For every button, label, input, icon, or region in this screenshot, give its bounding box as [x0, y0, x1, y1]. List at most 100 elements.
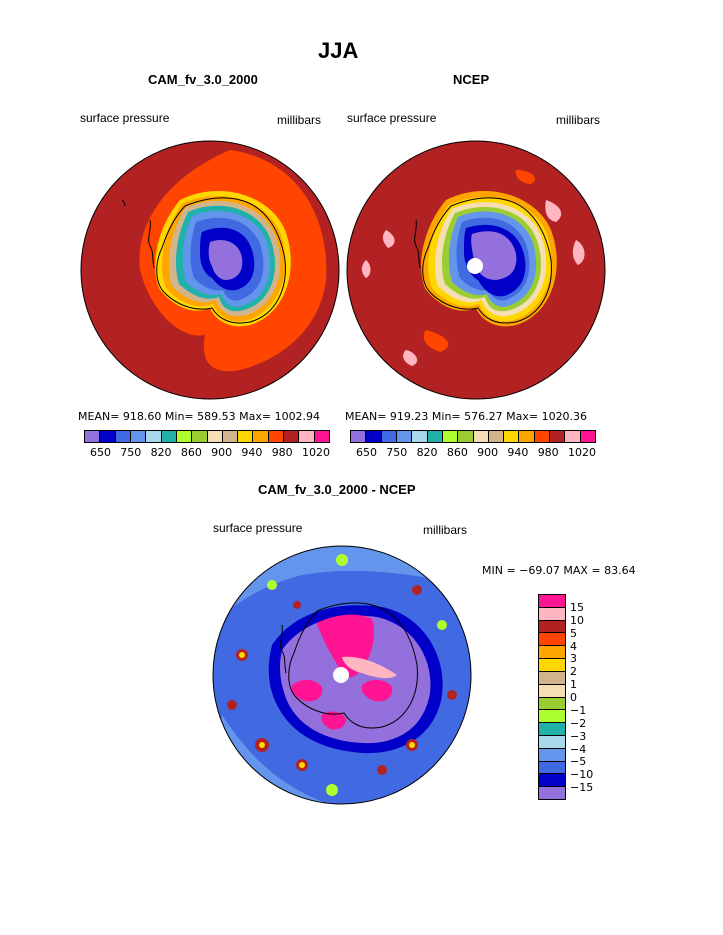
colorbar-diff	[538, 594, 566, 800]
colorbar-model-tick-label: 750	[120, 446, 142, 459]
colorbar-model-swatch	[85, 431, 101, 442]
colorbar-model-swatch	[253, 431, 269, 442]
colorbar-diff-swatch	[539, 774, 565, 788]
colorbar-model-swatch	[146, 431, 162, 442]
colorbar-model-tick-label: 1020	[301, 446, 330, 459]
colorbar-model-tick-label: 820	[150, 446, 172, 459]
variable-label-model: surface pressure	[80, 111, 170, 125]
colorbar-obs	[350, 430, 596, 443]
colorbar-obs-swatch	[534, 431, 551, 442]
colorbar-diff-tick-label: −5	[570, 755, 587, 769]
colorbar-diff-swatch	[539, 671, 565, 685]
colorbar-obs-swatch	[519, 431, 535, 442]
colorbar-model-swatch	[268, 431, 285, 442]
colorbar-obs-swatch	[565, 431, 581, 442]
colorbar-labels-diff: 15 10 5 4 3 2 1 0 −1 −2 −3 −4 −5 −10 −15	[570, 596, 620, 802]
colorbar-labels-model: 650 750 820 860 900 940 980 1020	[90, 446, 330, 459]
colorbar-obs-tick-label: 750	[386, 446, 408, 459]
colorbar-model-swatch	[161, 431, 177, 442]
units-label-model: millibars	[277, 113, 322, 127]
colorbar-diff-tick-label: 3	[570, 652, 577, 666]
colorbar-model-tick-label: 980	[271, 446, 293, 459]
polar-map-diff	[212, 545, 472, 805]
colorbar-model-tick-label: 900	[211, 446, 233, 459]
colorbar-diff-tick-label: 10	[570, 613, 584, 627]
colorbar-diff-swatch	[539, 710, 565, 724]
colorbar-diff-tick-label: 2	[570, 665, 577, 679]
colorbar-diff-swatch	[539, 659, 565, 672]
colorbar-diff-tick-label: 1	[570, 678, 577, 692]
colorbar-obs-tick-label: 650	[356, 446, 377, 459]
colorbar-model-swatch	[207, 431, 223, 442]
colorbar-diff-tick-label: −10	[570, 768, 594, 782]
colorbar-obs-swatch	[381, 431, 397, 442]
colorbar-diff-swatch	[539, 633, 565, 647]
colorbar-diff-tick-label: −3	[570, 729, 587, 743]
panel-title-model: CAM_fv_3.0_2000	[148, 72, 258, 87]
colorbar-model-swatch	[314, 431, 329, 442]
colorbar-model-tick-label: 860	[180, 446, 202, 459]
colorbar-model-tick-label: 650	[90, 446, 111, 459]
colorbar-obs-tick-label: 900	[477, 446, 499, 459]
colorbar-obs-swatch	[412, 431, 428, 442]
colorbar-diff-swatch	[539, 787, 565, 799]
colorbar-obs-swatch	[580, 431, 595, 442]
polar-map-model	[80, 140, 340, 400]
colorbar-diff-swatch	[539, 607, 565, 621]
colorbar-obs-swatch	[442, 431, 459, 442]
colorbar-obs-tick-label: 1020	[567, 446, 596, 459]
stats-model: MEAN= 918.60 Min= 589.53 Max= 1002.94	[78, 410, 321, 423]
colorbar-model-swatch	[299, 431, 315, 442]
stats-diff: MIN = −69.07 MAX = 83.64	[482, 564, 636, 577]
colorbar-model-swatch	[222, 431, 239, 442]
colorbar-diff-tick-label: 0	[570, 691, 577, 704]
colorbar-obs-swatch	[550, 431, 566, 442]
colorbar-diff-tick-label: −4	[570, 742, 587, 756]
colorbar-diff-swatch	[539, 723, 565, 736]
panel-title-diff: CAM_fv_3.0_2000 - NCEP	[258, 482, 416, 497]
units-label-diff: millibars	[423, 523, 468, 537]
colorbar-diff-tick-label: 5	[570, 626, 577, 640]
colorbar-obs-tick-label: 940	[507, 446, 529, 459]
colorbar-diff-tick-label: −1	[570, 703, 587, 717]
colorbar-model-tick-label: 940	[241, 446, 263, 459]
colorbar-diff-swatch	[539, 697, 565, 711]
colorbar-model-swatch	[284, 431, 300, 442]
units-label-obs: millibars	[556, 113, 601, 127]
figure-title: JJA	[318, 38, 359, 63]
polar-map-obs	[346, 140, 606, 400]
colorbar-model-swatch	[130, 431, 147, 442]
colorbar-obs-swatch	[427, 431, 443, 442]
colorbar-diff-tick-label: −2	[570, 716, 587, 730]
colorbar-diff-swatch	[539, 735, 565, 749]
colorbar-obs-swatch	[396, 431, 413, 442]
colorbar-model	[84, 430, 330, 443]
colorbar-model-swatch	[238, 431, 254, 442]
colorbar-obs-swatch	[504, 431, 520, 442]
colorbar-obs-swatch	[351, 431, 367, 442]
stats-obs: MEAN= 919.23 Min= 576.27 Max= 1020.36	[345, 410, 588, 423]
colorbar-obs-tick-label: 820	[416, 446, 438, 459]
variable-label-diff: surface pressure	[213, 521, 303, 535]
colorbar-diff-swatch	[539, 646, 565, 660]
colorbar-diff-swatch	[539, 620, 565, 634]
colorbar-obs-tick-label: 980	[537, 446, 559, 459]
colorbar-model-swatch	[115, 431, 131, 442]
colorbar-diff-swatch	[539, 761, 565, 775]
colorbar-obs-swatch	[473, 431, 489, 442]
colorbar-labels-obs: 650 750 820 860 900 940 980 1020	[356, 446, 596, 459]
colorbar-diff-tick-label: 4	[570, 639, 577, 653]
colorbar-diff-swatch	[539, 595, 565, 608]
colorbar-model-swatch	[176, 431, 193, 442]
panel-title-obs: NCEP	[453, 72, 490, 87]
colorbar-diff-swatch	[539, 748, 565, 762]
colorbar-diff-swatch	[539, 684, 565, 698]
colorbar-obs-swatch	[366, 431, 382, 442]
colorbar-diff-tick-label: −15	[570, 781, 594, 795]
colorbar-obs-swatch	[488, 431, 505, 442]
colorbar-obs-swatch	[458, 431, 474, 442]
colorbar-obs-tick-label: 860	[446, 446, 468, 459]
colorbar-model-swatch	[192, 431, 208, 442]
colorbar-diff-tick-label: 15	[570, 600, 584, 614]
